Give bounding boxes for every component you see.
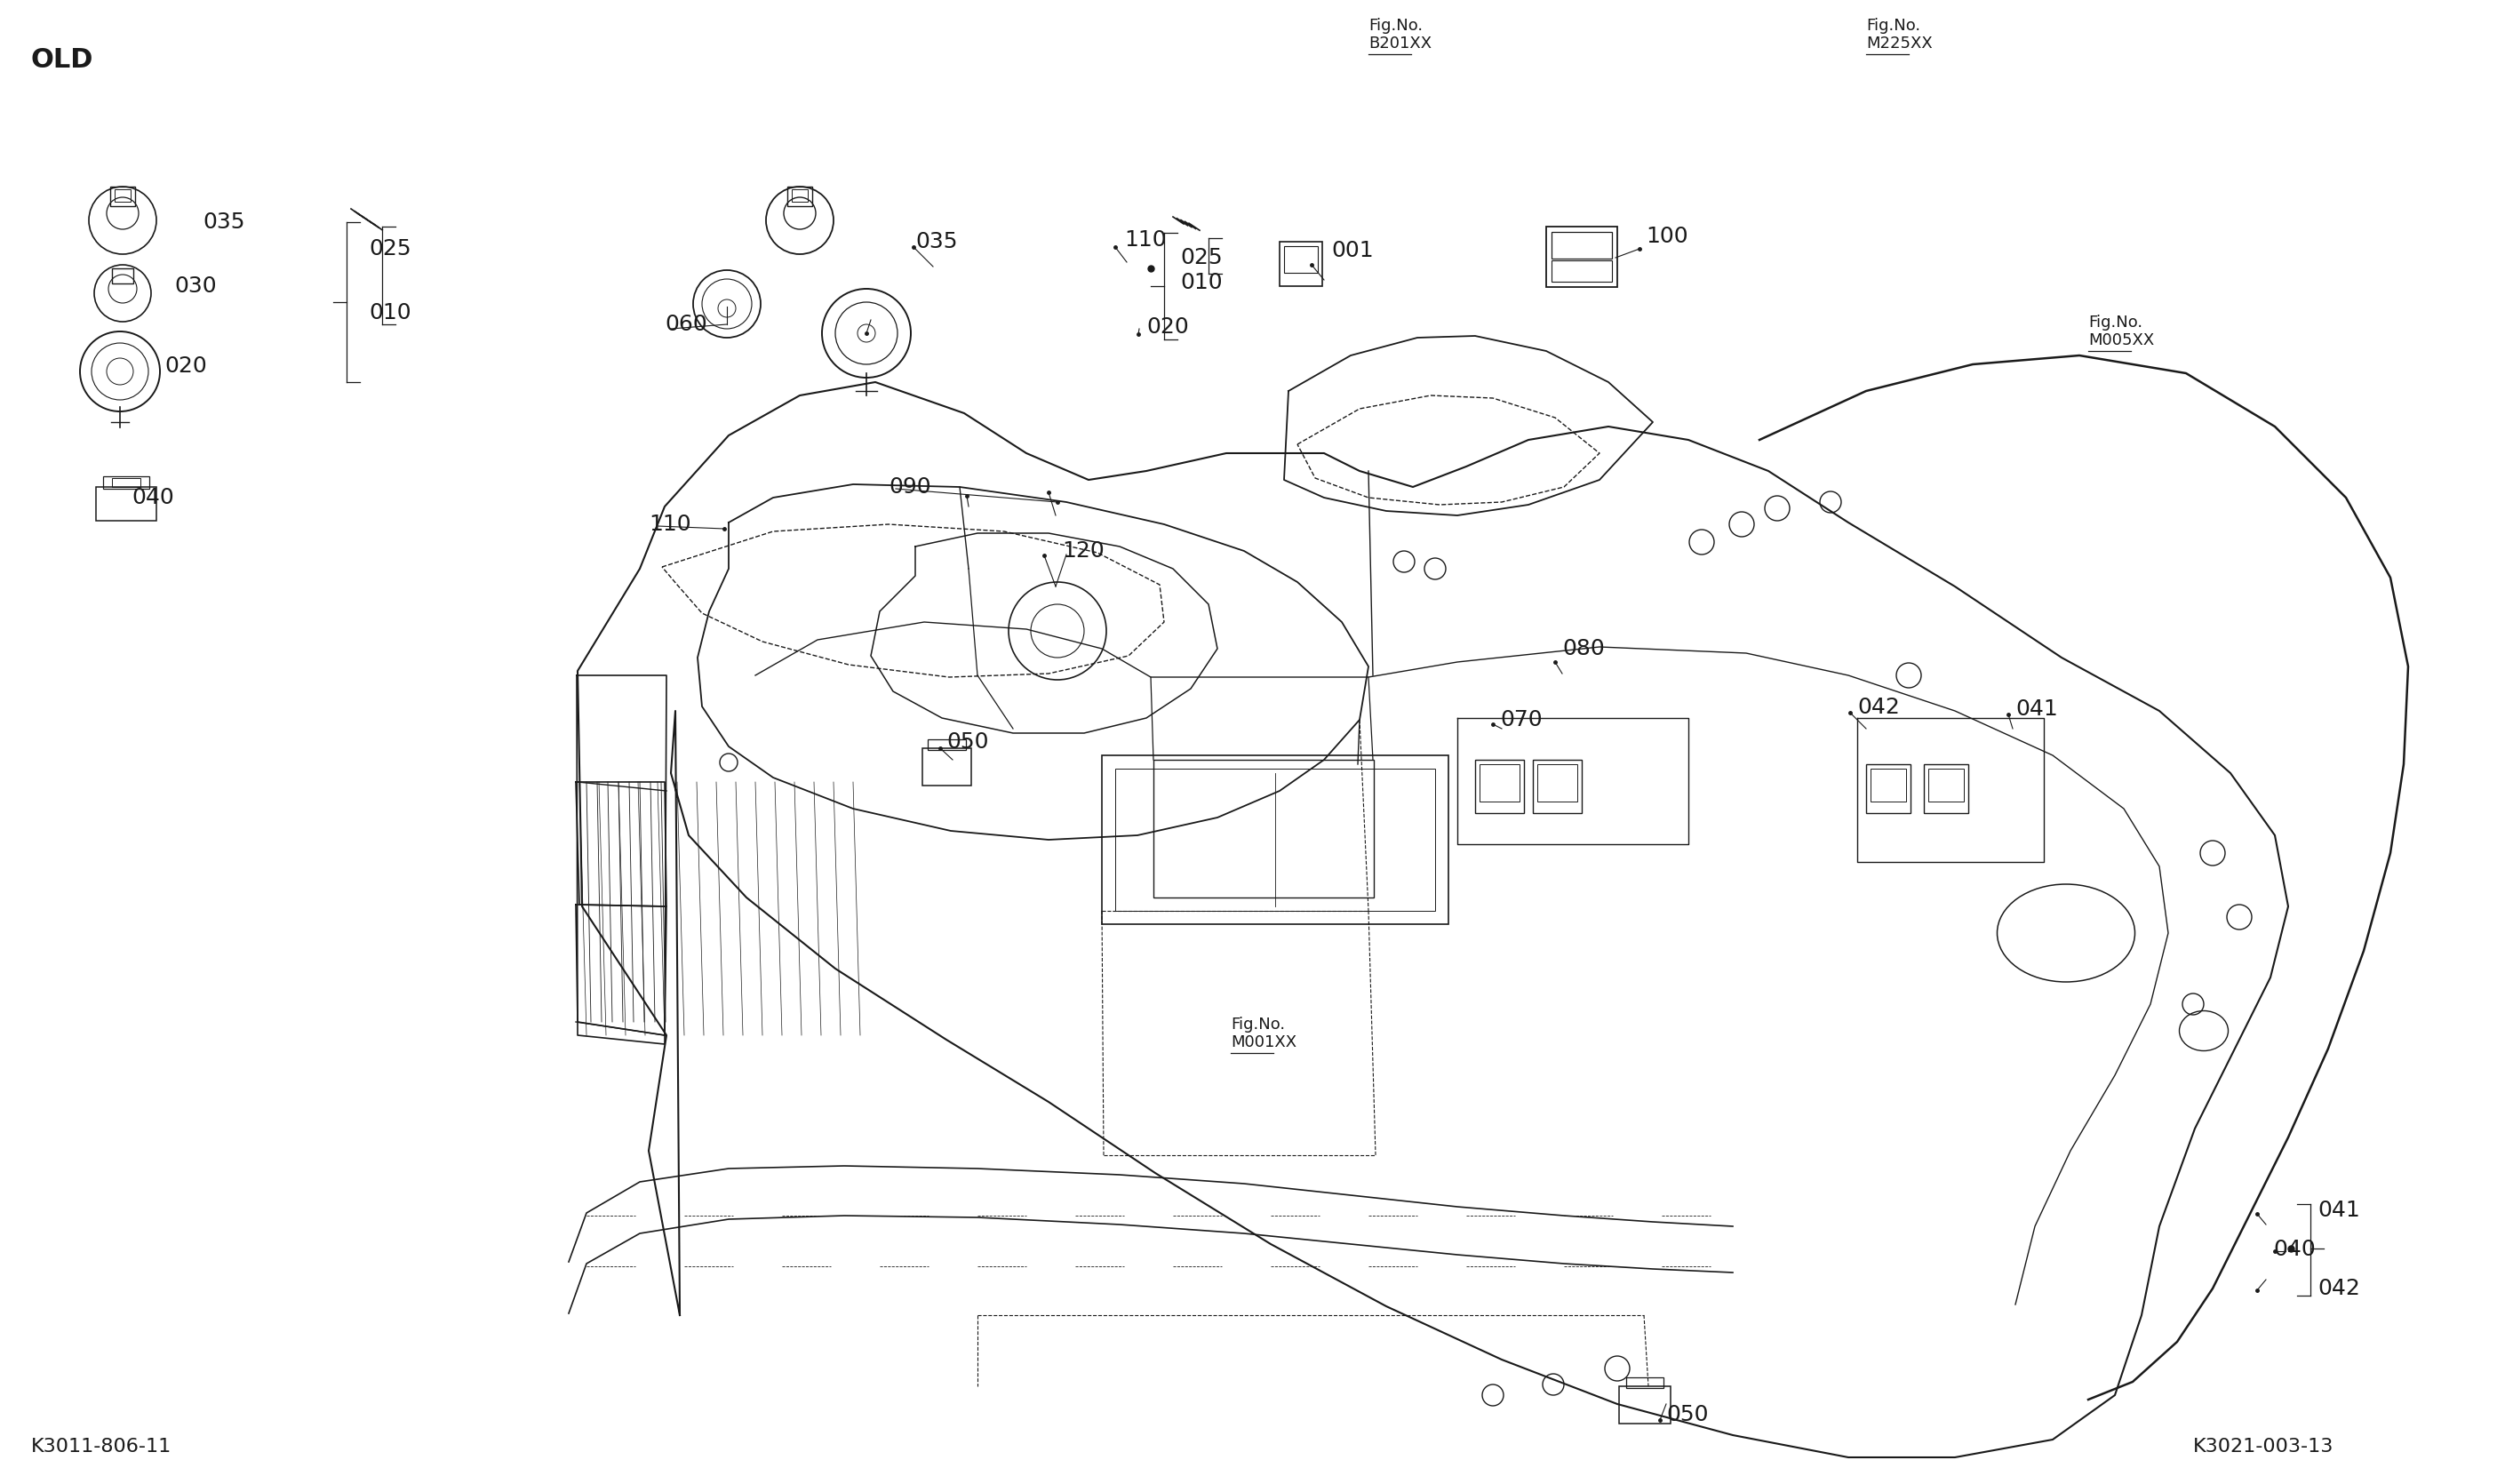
Text: 001: 001 (1330, 240, 1373, 261)
Bar (1538, 764, 1578, 801)
Bar (1533, 760, 1581, 813)
Bar (1546, 227, 1618, 286)
Text: 060: 060 (664, 313, 706, 335)
Text: 025: 025 (1180, 246, 1222, 269)
Text: 030: 030 (175, 276, 215, 297)
Bar (787, 187, 812, 206)
Bar (1280, 242, 1323, 286)
Bar (927, 739, 967, 749)
Bar (1115, 769, 1435, 911)
Text: 050: 050 (947, 732, 989, 752)
Bar (1102, 755, 1448, 925)
Bar (1618, 1386, 1671, 1423)
Bar (1475, 760, 1523, 813)
Text: 120: 120 (1062, 540, 1105, 561)
Text: Fig.No.: Fig.No. (1230, 1017, 1285, 1033)
Text: 025: 025 (368, 237, 411, 260)
Bar (1871, 769, 1906, 801)
Bar (113, 478, 140, 487)
Text: 050: 050 (1666, 1404, 1708, 1425)
Text: M005XX: M005XX (2089, 332, 2154, 349)
Text: 070: 070 (1500, 709, 1543, 730)
Bar (95, 487, 155, 521)
Bar (115, 190, 130, 202)
Bar (1866, 764, 1911, 813)
Bar (1152, 760, 1373, 898)
Text: 110: 110 (649, 513, 691, 534)
Text: B201XX: B201XX (1368, 36, 1433, 52)
Bar (792, 190, 807, 202)
Bar (1480, 764, 1521, 801)
Bar (1626, 1377, 1663, 1388)
Text: 040: 040 (2272, 1239, 2315, 1260)
Bar (1551, 260, 1611, 282)
Text: 040: 040 (133, 487, 173, 509)
Bar (1285, 246, 1318, 273)
Text: 042: 042 (1856, 696, 1899, 718)
Text: M225XX: M225XX (1866, 36, 1931, 52)
Text: 020: 020 (165, 356, 208, 377)
Text: M001XX: M001XX (1230, 1034, 1298, 1051)
Text: 010: 010 (368, 303, 411, 324)
Text: Fig.No.: Fig.No. (1866, 18, 1921, 34)
Bar (1929, 769, 1964, 801)
Bar (1551, 232, 1611, 258)
Text: 110: 110 (1125, 229, 1167, 251)
Text: 035: 035 (203, 212, 245, 233)
Text: 020: 020 (1147, 316, 1190, 338)
Text: 010: 010 (1180, 272, 1222, 294)
Bar (103, 476, 150, 488)
Text: K3011-806-11: K3011-806-11 (30, 1438, 173, 1456)
Text: 090: 090 (889, 476, 932, 497)
Text: 041: 041 (2317, 1199, 2360, 1221)
Bar (110, 187, 135, 206)
Bar (922, 748, 972, 785)
Text: 035: 035 (914, 232, 957, 252)
Text: 041: 041 (2017, 699, 2057, 720)
Bar (1924, 764, 1969, 813)
Text: OLD: OLD (30, 47, 93, 73)
Text: K3021-003-13: K3021-003-13 (2192, 1438, 2335, 1456)
Text: 042: 042 (2317, 1278, 2360, 1298)
Text: 080: 080 (1563, 638, 1606, 659)
Bar (113, 269, 133, 283)
Text: Fig.No.: Fig.No. (2089, 315, 2142, 331)
Text: 100: 100 (1646, 226, 1688, 246)
Text: Fig.No.: Fig.No. (1368, 18, 1423, 34)
